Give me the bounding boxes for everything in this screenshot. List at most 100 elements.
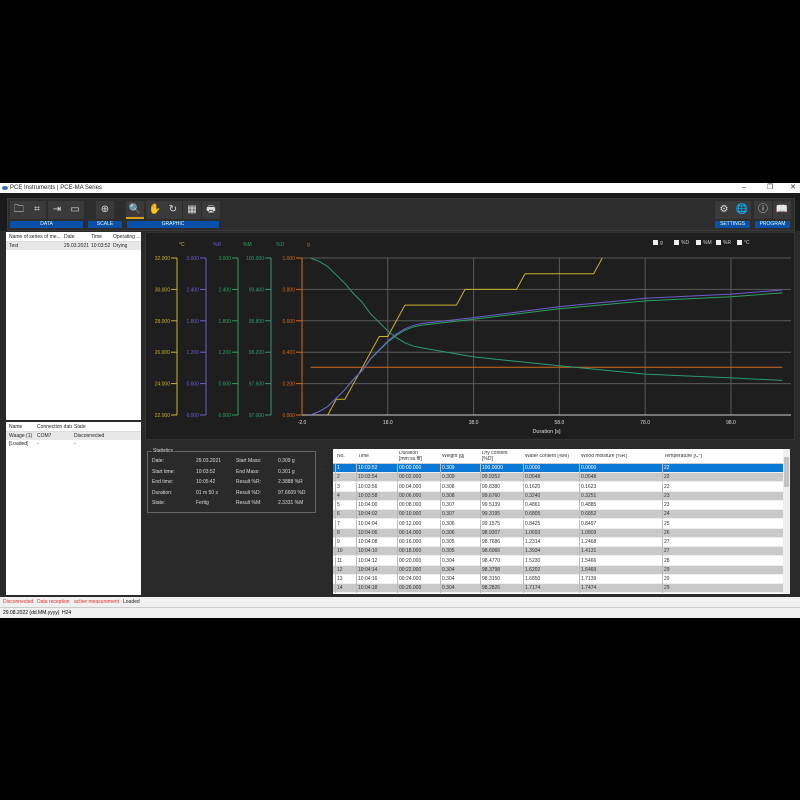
y-tick-label: 0.400 — [282, 350, 295, 356]
zoom-in-button[interactable]: ⊕ — [96, 201, 114, 219]
table-row[interactable]: 8 10:04:06 00:14.000 0.306 98.9307 1.0693 1.08… — [333, 528, 783, 538]
info-button[interactable]: ⓘ — [754, 201, 772, 219]
legend-checkbox-3[interactable]: %R — [716, 240, 731, 246]
column-header[interactable]: No. — [337, 454, 345, 459]
column-header[interactable]: Duration [mm:ss.fff] — [399, 451, 422, 462]
table-row[interactable]: ▶ 1 10:03:52 00:00.000 0.309 100.0000 0.0000 0.… — [321, 464, 783, 474]
print-button[interactable]: 🖶 — [202, 201, 220, 219]
column-header[interactable]: Name of series of me... — [9, 234, 61, 240]
group-scale: SCALE — [88, 221, 122, 228]
column-header[interactable]: Dry content [%D] — [482, 451, 508, 462]
scrollbar-thumb[interactable] — [784, 457, 789, 487]
table-cell: 10:04:18 — [356, 584, 397, 594]
y-tick-label: 98.800 — [249, 319, 265, 325]
column-header[interactable]: Date — [64, 234, 75, 240]
table-row[interactable]: 11 10:04:12 00:20.000 0.304 98.4770 1.5230 1.5… — [333, 556, 783, 566]
legend-checkbox-0[interactable]: g — [653, 240, 663, 246]
statistic-value: 0.301 g — [278, 468, 295, 475]
table-row[interactable]: 5 10:04:00 00:08.000 0.307 99.5139 0.4861 0.48… — [333, 501, 783, 511]
list-cell: Waage (1) — [9, 433, 33, 439]
list-header: Name of series of me... Date Time Operating… — [6, 232, 141, 242]
open-file-button[interactable]: 🗀 — [10, 201, 28, 219]
column-header[interactable]: Time — [91, 234, 102, 240]
table-cell: 99.3195 — [480, 510, 523, 520]
table-cell: 10:04:00 — [356, 501, 397, 510]
minimize-button[interactable]: – — [742, 184, 746, 191]
column-header[interactable]: Wood moisture [%R] — [581, 454, 627, 459]
y-tick-label: 28.000 — [155, 319, 171, 325]
column-header[interactable]: Time — [358, 454, 369, 459]
table-cell: 00:06.000 — [397, 491, 440, 501]
y-tick-label: 98.200 — [249, 350, 265, 356]
table-cell: 27 — [662, 547, 781, 557]
column-header[interactable]: Temperature [C°] — [664, 454, 702, 459]
csv-export-button[interactable]: ▭ — [66, 201, 84, 219]
y-tick-label: 2.400 — [186, 287, 199, 293]
table-cell: 0.304 — [440, 575, 480, 584]
y-tick-label: 97.000 — [249, 413, 265, 419]
gear-button[interactable]: ⚙ — [715, 201, 733, 219]
statistic-label: End time: — [152, 479, 174, 485]
table-cell: 12 — [335, 565, 356, 575]
device-list[interactable]: Name Connection data State Waage (1) COM7 Dis… — [6, 422, 141, 595]
globe-button[interactable]: 🌐 — [733, 201, 751, 219]
measurement-table[interactable]: No. Time Duration [mm:ss.fff] Weight [g] Dry… — [321, 449, 790, 594]
reset-rotate-button[interactable]: ↻ — [164, 201, 182, 219]
table-cell: 0.309 — [440, 473, 480, 483]
grid-button[interactable]: ▦ — [183, 201, 201, 219]
crop-button[interactable]: ⌗ — [28, 201, 46, 219]
list-item[interactable]: [Loaded] - - — [6, 440, 141, 448]
close-button[interactable]: ✕ — [790, 184, 796, 191]
magnifier-button[interactable]: 🔍 — [126, 201, 144, 219]
group-settings: SETTINGS — [715, 221, 750, 228]
table-cell: 00:16.000 — [397, 538, 440, 547]
table-cell: 10:04:16 — [356, 575, 397, 584]
table-cell: 1.5230 — [523, 556, 579, 566]
column-header[interactable]: Name — [9, 424, 23, 430]
column-header[interactable]: Weight [g] — [442, 454, 465, 459]
checkbox-checked-icon — [737, 240, 742, 246]
table-row[interactable]: 10 10:04:10 00:18.000 0.305 98.6066 1.3934 1.4… — [333, 547, 783, 557]
table-row[interactable]: 12 10:04:14 00:22.000 0.304 98.3798 1.6202 1.6… — [333, 565, 783, 575]
table-row[interactable]: 14 10:04:18 00:26.000 0.304 98.2826 1.7174 1.7… — [333, 584, 783, 594]
manual-book-button[interactable]: 📖 — [773, 201, 791, 219]
y-tick-label: 1.200 — [186, 350, 199, 356]
table-row[interactable]: 7 10:04:04 00:12.000 0.306 99.1575 0.8425 0.84… — [333, 519, 783, 529]
table-row[interactable]: 6 10:04:02 00:10.000 0.307 99.3195 0.6805 0.68… — [333, 510, 783, 520]
chart[interactable]: -2.0 18.0 38.0 58.0 78.0 98.0 Duration [s] °C 32… — [146, 233, 796, 441]
list-item[interactable]: Waage (1) COM7 Disconnected — [6, 432, 141, 440]
hand-pan-button[interactable]: ✋ — [146, 201, 164, 219]
table-cell: 1.4131 — [579, 547, 662, 557]
legend-checkbox-1[interactable]: %D — [674, 240, 689, 246]
table-row[interactable]: 4 10:03:58 00:06.000 0.308 99.6760 0.3240 0.32… — [333, 491, 783, 501]
column-header[interactable]: Operating ... — [113, 234, 141, 240]
y-axis-unit: %D — [276, 242, 284, 248]
table-row[interactable]: 13 10:04:16 00:24.000 0.304 98.3150 1.6850 1.7… — [333, 575, 783, 585]
list-item[interactable]: Test 29.03.2021 10:03:52 Drying — [6, 242, 141, 250]
table-row[interactable]: 9 10:04:08 00:16.000 0.305 98.7686 1.2314 1.24… — [333, 538, 783, 548]
column-header[interactable]: Water content [%M] — [525, 454, 569, 459]
reset-rotate-icon: ↻ — [168, 204, 178, 215]
table-cell: 23 — [662, 501, 781, 510]
y-tick-label: 3.000 — [186, 256, 199, 262]
series-list[interactable]: Name of series of me... Date Time Operating… — [6, 232, 141, 420]
table-row[interactable]: 2 10:03:54 00:02.000 0.309 99.9352 0.0648 0.06… — [333, 473, 783, 483]
column-header[interactable]: State — [74, 424, 86, 430]
table-cell: 13 — [335, 575, 356, 584]
magnifier-icon: 🔍 — [128, 204, 142, 215]
export-button[interactable]: ⇥ — [48, 201, 66, 219]
table-cell: 0.304 — [440, 584, 480, 594]
table-cell: 0.305 — [440, 538, 480, 547]
table-row[interactable]: 3 10:03:56 00:04.000 0.308 99.8380 0.1620 0.16… — [333, 482, 783, 492]
legend-checkbox-4[interactable]: °C — [737, 240, 750, 246]
print-icon: 🖶 — [206, 204, 216, 215]
app-logo-icon — [2, 186, 8, 190]
maximize-button[interactable]: ❐ — [766, 184, 774, 191]
column-header[interactable]: Connection data — [37, 424, 72, 430]
table-header: No. Time Duration [mm:ss.fff] Weight [g] Dry… — [333, 449, 783, 464]
legend-checkbox-2[interactable]: %M — [696, 240, 712, 246]
table-cell: 00:10.000 — [397, 510, 440, 520]
table-cell: 1.5466 — [579, 556, 662, 566]
table-cell: 0.304 — [440, 565, 480, 575]
table-scrollbar[interactable] — [783, 449, 790, 594]
